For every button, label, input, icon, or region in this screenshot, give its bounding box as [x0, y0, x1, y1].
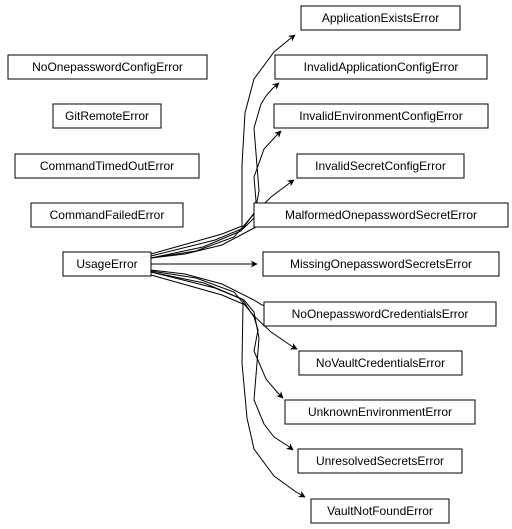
node-label-UnknownEnvironmentError: UnknownEnvironmentError [308, 405, 452, 419]
node-InvalidSecretConfigError: InvalidSecretConfigError [297, 154, 464, 178]
node-NoOnepasswordCredentialsError: NoOnepasswordCredentialsError [264, 302, 496, 326]
node-label-CommandFailedError: CommandFailedError [50, 208, 165, 222]
node-ApplicationExistsError: ApplicationExistsError [301, 6, 460, 30]
node-label-InvalidEnvironmentConfigError: InvalidEnvironmentConfigError [299, 109, 462, 123]
node-UnresolvedSecretsError: UnresolvedSecretsError [298, 449, 462, 473]
edge-UsageError-UnresolvedSecretsError [151, 272, 293, 450]
edge-UsageError-InvalidEnvironmentConfigError [151, 131, 281, 258]
node-MalformedOnepasswordSecretError: MalformedOnepasswordSecretError [254, 203, 508, 227]
node-NoVaultCredentialsError: NoVaultCredentialsError [299, 351, 462, 375]
node-CommandFailedError: CommandFailedError [31, 203, 183, 227]
node-label-VaultNotFoundError: VaultNotFoundError [327, 504, 433, 518]
node-label-UnresolvedSecretsError: UnresolvedSecretsError [316, 454, 444, 468]
node-label-MalformedOnepasswordSecretError: MalformedOnepasswordSecretError [285, 208, 477, 222]
node-UsageError: UsageError [63, 252, 151, 276]
node-VaultNotFoundError: VaultNotFoundError [311, 499, 449, 523]
node-InvalidApplicationConfigError: InvalidApplicationConfigError [275, 55, 487, 79]
node-NoOnepasswordConfigError: NoOnepasswordConfigError [8, 55, 207, 79]
node-label-ApplicationExistsError: ApplicationExistsError [322, 11, 439, 25]
node-label-UsageError: UsageError [76, 257, 137, 271]
node-label-InvalidSecretConfigError: InvalidSecretConfigError [315, 159, 446, 173]
node-GitRemoteError: GitRemoteError [53, 104, 161, 128]
node-label-InvalidApplicationConfigError: InvalidApplicationConfigError [304, 60, 459, 74]
node-MissingOnepasswordSecretsError: MissingOnepasswordSecretsError [263, 252, 499, 276]
node-UnknownEnvironmentError: UnknownEnvironmentError [285, 400, 475, 424]
node-label-NoVaultCredentialsError: NoVaultCredentialsError [316, 356, 445, 370]
node-label-NoOnepasswordCredentialsError: NoOnepasswordCredentialsError [292, 307, 469, 321]
node-label-MissingOnepasswordSecretsError: MissingOnepasswordSecretsError [290, 257, 472, 271]
node-label-CommandTimedOutError: CommandTimedOutError [40, 159, 174, 173]
edge-UsageError-UnknownEnvironmentError [151, 272, 283, 398]
node-CommandTimedOutError: CommandTimedOutError [15, 154, 199, 178]
node-label-GitRemoteError: GitRemoteError [65, 109, 149, 123]
node-label-NoOnepasswordConfigError: NoOnepasswordConfigError [32, 60, 183, 74]
node-InvalidEnvironmentConfigError: InvalidEnvironmentConfigError [274, 104, 488, 128]
